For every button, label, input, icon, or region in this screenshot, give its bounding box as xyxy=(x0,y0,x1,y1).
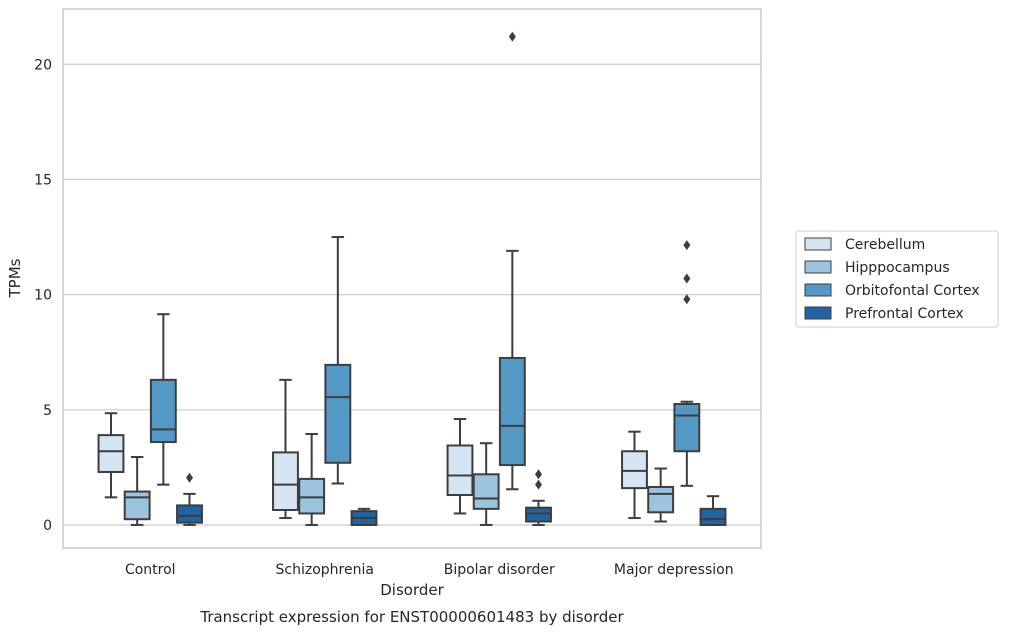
box-hipppocampus-3 xyxy=(647,467,675,523)
outlier-0 xyxy=(535,479,543,490)
series-cerebellum xyxy=(97,378,648,520)
box-body xyxy=(298,477,326,515)
box-orbitofontal-cortex-0 xyxy=(149,313,177,486)
outlier-0 xyxy=(186,472,194,483)
outlier-1 xyxy=(535,469,543,480)
box-prefrontal-cortex-0 xyxy=(176,472,203,526)
box-cerebellum-3 xyxy=(621,430,648,520)
outlier-0 xyxy=(508,31,516,42)
box-body xyxy=(472,473,500,510)
x-tick-label-major-depression: Major depression xyxy=(614,562,734,578)
box-body xyxy=(525,506,552,523)
y-tick-labels: 0 5 10 15 20 xyxy=(34,57,52,534)
box-body xyxy=(149,378,177,444)
legend-swatch-prefrontal-cortex xyxy=(804,306,832,320)
chart-caption: Transcript expression for ENST0000060148… xyxy=(199,608,624,626)
box-cerebellum-2 xyxy=(446,418,474,515)
x-tick-labels: Control Schizophrenia Bipolar disorder Majo… xyxy=(125,562,734,578)
box-body xyxy=(123,490,151,521)
box-body xyxy=(272,451,299,511)
legend: Cerebellum Hipppocampus Orbitofontal Corte… xyxy=(795,230,999,328)
outlier-1 xyxy=(683,273,691,284)
y-axis-label: TPMs xyxy=(6,258,24,298)
legend-frame xyxy=(795,230,999,328)
x-tick-label-schizophrenia: Schizophrenia xyxy=(276,562,374,578)
legend-swatch-hipppocampus xyxy=(804,260,832,274)
box-body xyxy=(699,507,727,526)
legend-label-cerebellum: Cerebellum xyxy=(845,237,925,253)
box-orbitofontal-cortex-2 xyxy=(498,31,526,491)
outlier-0 xyxy=(683,294,691,305)
y-tick-label-20: 20 xyxy=(34,57,52,73)
box-cerebellum-0 xyxy=(97,412,125,499)
box-body xyxy=(176,504,203,524)
legend-label-prefrontal-cortex: Prefrontal Cortex xyxy=(845,306,964,322)
box-body xyxy=(621,450,648,490)
box-body xyxy=(324,363,352,464)
box-orbitofontal-cortex-3 xyxy=(673,240,701,487)
box-prefrontal-cortex-2 xyxy=(525,469,552,526)
box-hipppocampus-2 xyxy=(472,442,500,526)
box-prefrontal-cortex-1 xyxy=(350,507,378,526)
box-hipppocampus-1 xyxy=(298,432,326,526)
x-tick-label-bipolar-disorder: Bipolar disorder xyxy=(444,562,555,578)
legend-label-hipppocampus: Hipppocampus xyxy=(845,260,950,276)
box-body xyxy=(446,444,474,497)
box-body xyxy=(498,356,526,467)
box-body xyxy=(673,403,701,453)
box-hipppocampus-0 xyxy=(123,456,151,526)
box-series xyxy=(97,31,727,526)
plot-frame xyxy=(62,8,762,549)
y-tick-label-10: 10 xyxy=(34,288,52,304)
legend-label-orbitofontal-cortex: Orbitofontal Cortex xyxy=(845,283,980,299)
x-axis-label: Disorder xyxy=(380,581,444,599)
box-body xyxy=(647,485,675,514)
outlier-2 xyxy=(683,240,691,251)
series-orbitofontal-cortex xyxy=(149,31,701,491)
y-tick-label-5: 5 xyxy=(43,403,52,419)
series-prefrontal-cortex xyxy=(176,469,727,526)
legend-swatch-orbitofontal-cortex xyxy=(804,283,832,297)
x-tick-label-control: Control xyxy=(125,562,176,578)
series-hipppocampus xyxy=(123,432,675,526)
box-prefrontal-cortex-3 xyxy=(699,495,727,526)
y-tick-label-0: 0 xyxy=(43,518,52,534)
box-cerebellum-1 xyxy=(272,378,299,520)
gridlines xyxy=(63,63,761,526)
legend-swatch-cerebellum xyxy=(804,237,832,251)
box-body xyxy=(97,434,125,473)
box-orbitofontal-cortex-1 xyxy=(324,236,352,485)
y-tick-label-15: 15 xyxy=(34,172,52,188)
